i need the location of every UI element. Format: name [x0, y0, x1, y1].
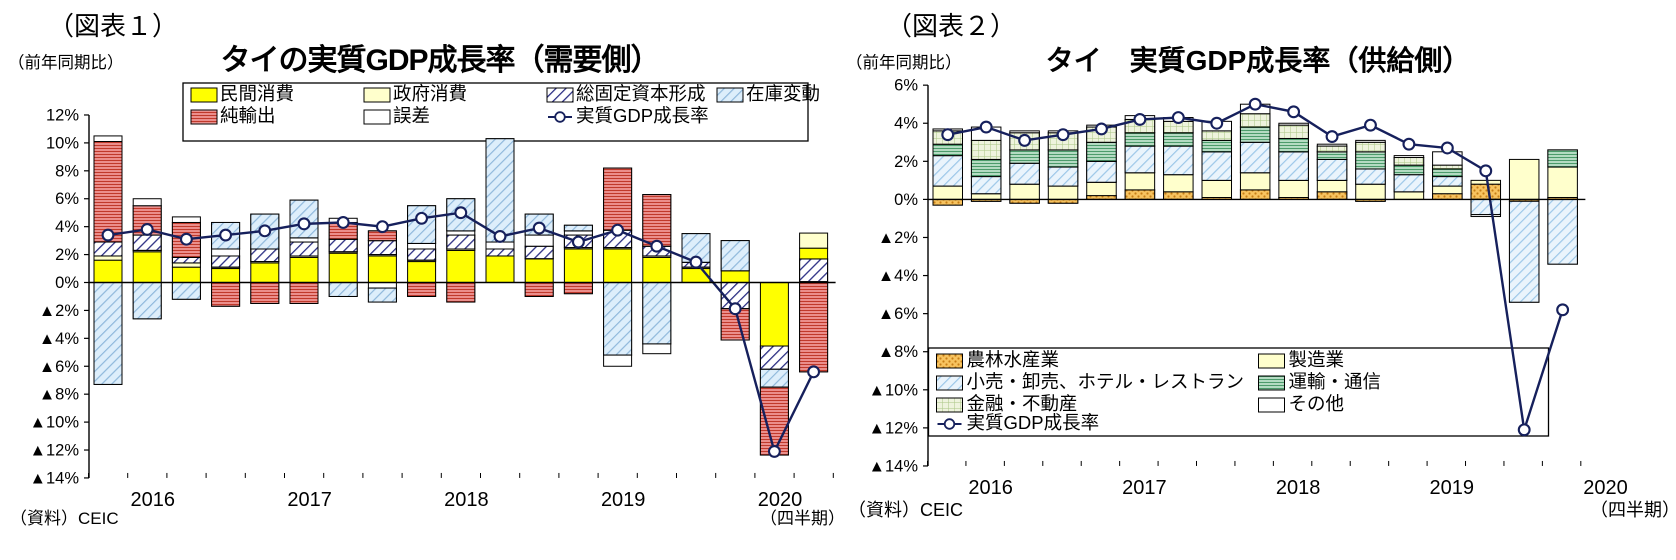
svg-text:2019: 2019	[1430, 477, 1475, 499]
svg-text:▲6%: ▲6%	[878, 305, 919, 323]
svg-text:4%: 4%	[894, 115, 918, 133]
svg-text:金融・不動産: 金融・不動産	[967, 393, 1078, 414]
svg-text:▲2%: ▲2%	[39, 302, 80, 320]
svg-text:（四半期）: （四半期）	[760, 509, 845, 528]
svg-text:2016: 2016	[968, 477, 1013, 499]
svg-text:2019: 2019	[601, 489, 646, 511]
svg-text:▲8%: ▲8%	[39, 386, 80, 404]
svg-text:▲12%: ▲12%	[30, 442, 80, 460]
svg-text:4%: 4%	[55, 218, 79, 236]
svg-text:▲10%: ▲10%	[30, 414, 80, 432]
svg-text:タイの実質GDP成長率（需要側）: タイの実質GDP成長率（需要側）	[220, 43, 659, 77]
svg-text:実質GDP成長率: 実質GDP成長率	[967, 412, 1100, 433]
svg-text:小売・卸売、ホテル・レストラン: 小売・卸売、ホテル・レストラン	[967, 371, 1245, 392]
svg-text:0%: 0%	[55, 274, 79, 292]
svg-text:0%: 0%	[894, 191, 918, 209]
svg-text:2020: 2020	[1583, 477, 1628, 499]
svg-text:製造業: 製造業	[1289, 349, 1345, 370]
svg-text:タイ 実質GDP成長率（供給側）: タイ 実質GDP成長率（供給側）	[1046, 44, 1471, 76]
svg-text:▲12%: ▲12%	[869, 419, 919, 437]
svg-text:政府消費: 政府消費	[393, 83, 467, 104]
svg-text:6%: 6%	[894, 77, 918, 95]
svg-text:2016: 2016	[131, 489, 176, 511]
svg-text:▲14%: ▲14%	[30, 469, 80, 487]
svg-text:（図表２）: （図表２）	[886, 11, 1016, 41]
svg-text:12%: 12%	[46, 106, 79, 124]
svg-text:2%: 2%	[55, 246, 79, 264]
svg-text:（前年同期比）: （前年同期比）	[846, 53, 962, 72]
svg-text:2017: 2017	[287, 489, 332, 511]
svg-text:▲14%: ▲14%	[869, 457, 919, 475]
svg-text:8%: 8%	[55, 162, 79, 180]
svg-text:（図表１）: （図表１）	[48, 11, 178, 41]
svg-text:▲8%: ▲8%	[878, 343, 919, 361]
svg-text:▲2%: ▲2%	[878, 229, 919, 247]
svg-text:総固定資本形成: 総固定資本形成	[576, 83, 706, 104]
svg-text:（資料）CEIC: （資料）CEIC	[848, 500, 963, 520]
svg-text:誤差: 誤差	[393, 105, 430, 126]
svg-text:2017: 2017	[1122, 477, 1167, 499]
svg-text:2018: 2018	[1276, 477, 1321, 499]
svg-text:（四半期）: （四半期）	[1590, 500, 1676, 520]
svg-text:運輸・通信: 運輸・通信	[1289, 371, 1382, 392]
svg-text:その他: その他	[1289, 393, 1345, 414]
svg-text:在庫変動: 在庫変動	[746, 83, 820, 104]
svg-text:2020: 2020	[758, 489, 803, 511]
svg-text:2%: 2%	[894, 153, 918, 171]
svg-text:▲4%: ▲4%	[878, 267, 919, 285]
svg-text:2018: 2018	[444, 489, 489, 511]
svg-text:6%: 6%	[55, 190, 79, 208]
svg-text:▲4%: ▲4%	[39, 330, 80, 348]
svg-text:（前年同期比）: （前年同期比）	[8, 53, 124, 72]
svg-text:農林水産業: 農林水産業	[967, 349, 1060, 370]
svg-text:実質GDP成長率: 実質GDP成長率	[576, 105, 709, 126]
svg-text:（資料）CEIC: （資料）CEIC	[10, 509, 119, 528]
svg-text:▲10%: ▲10%	[869, 381, 919, 399]
svg-text:▲6%: ▲6%	[39, 358, 80, 376]
svg-text:民間消費: 民間消費	[220, 83, 294, 104]
svg-text:10%: 10%	[46, 134, 79, 152]
svg-text:純輸出: 純輸出	[220, 105, 276, 126]
